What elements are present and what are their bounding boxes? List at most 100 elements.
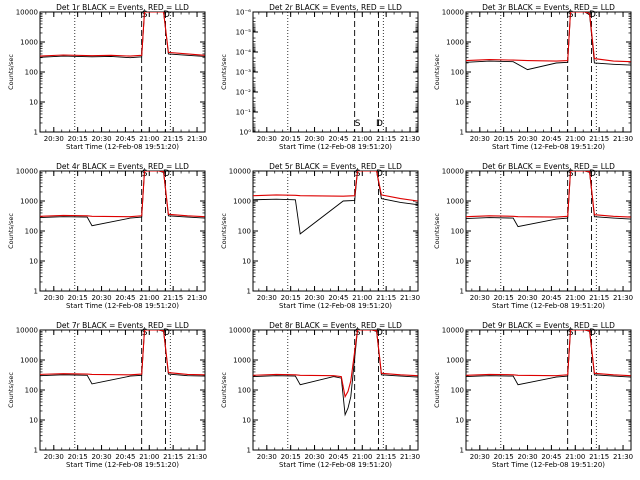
series-line-events	[253, 171, 418, 235]
plot-frame	[39, 11, 206, 133]
x-tick-label: 20:45	[328, 294, 348, 302]
x-tick-label: 21:30	[613, 294, 633, 302]
y-tick-label: 100	[451, 228, 464, 236]
y-axis-label: Counts/sec	[220, 213, 228, 249]
y-tick-label: 10000	[229, 168, 251, 176]
series-line-lld	[40, 12, 205, 57]
y-tick-label: 10	[242, 258, 251, 266]
y-tick-label: 100	[451, 387, 464, 395]
y-tick-label: 100	[25, 228, 38, 236]
series-line-events	[466, 330, 631, 386]
x-tick-label: 20:30	[304, 135, 324, 143]
annotation-d: D	[163, 10, 170, 20]
y-tick-label: 1000	[20, 357, 38, 365]
x-tick-label: 20:15	[494, 294, 514, 302]
series-line-events	[466, 171, 631, 228]
x-tick-label: 20:45	[115, 294, 135, 302]
series-line-events	[253, 330, 418, 417]
y-tick-label: 10⁰	[239, 129, 251, 137]
x-tick-label: 21:15	[163, 453, 183, 461]
annotation-s: S	[355, 119, 361, 129]
y-tick-label: 10000	[16, 9, 38, 17]
series-line-lld	[253, 171, 418, 202]
x-tick-label: 20:45	[541, 294, 561, 302]
x-tick-label: 21:30	[400, 294, 420, 302]
panel-3: Det 3r BLACK = Events, RED = LLD 1 10 100 10…	[433, 3, 633, 151]
annotation-d: D	[589, 328, 596, 338]
x-tick-label: 20:30	[91, 453, 111, 461]
panel-title: Det 6r BLACK = Events, RED = LLD	[482, 162, 615, 171]
x-axis-label: Start Time (12-Feb-08 19:51:20)	[66, 302, 179, 310]
y-tick-label: 1000	[446, 198, 464, 206]
y-tick-label: 10⁻¹	[236, 109, 252, 117]
x-tick-label: 20:30	[257, 294, 277, 302]
series-line-events	[40, 330, 205, 385]
y-axis-label: Counts/sec	[220, 54, 228, 90]
x-tick-label: 21:00	[565, 453, 585, 461]
y-tick-label: 1	[460, 447, 464, 455]
x-tick-label: 20:30	[44, 453, 64, 461]
x-tick-label: 21:15	[376, 294, 396, 302]
x-tick-label: 20:15	[281, 294, 301, 302]
annotation-d: D	[376, 119, 383, 129]
plot-frame	[252, 11, 419, 133]
x-tick-label: 21:00	[565, 135, 585, 143]
y-axis-label: Counts/sec	[7, 54, 15, 90]
series-line-lld	[253, 330, 418, 399]
y-tick-label: 10⁻⁵	[236, 29, 252, 37]
annotation-d: D	[376, 328, 383, 338]
y-tick-label: 10⁻⁶	[236, 9, 252, 17]
x-axis-label: Start Time (12-Feb-08 19:51:20)	[492, 302, 605, 310]
panel-5: Det 5r BLACK = Events, RED = LLD 1 10 100 10…	[220, 162, 420, 310]
series-line-events	[466, 12, 631, 71]
y-tick-label: 10000	[442, 327, 464, 335]
x-tick-label: 20:30	[91, 135, 111, 143]
x-tick-label: 20:45	[115, 453, 135, 461]
x-tick-label: 20:30	[304, 294, 324, 302]
annotation-d: D	[376, 169, 383, 179]
x-tick-label: 21:15	[163, 135, 183, 143]
x-tick-label: 20:30	[304, 453, 324, 461]
panel-9: Det 9r BLACK = Events, RED = LLD 1 10 100 10…	[433, 321, 633, 469]
y-tick-label: 10	[242, 417, 251, 425]
x-tick-label: 20:30	[44, 135, 64, 143]
x-axis-label: Start Time (12-Feb-08 19:51:20)	[279, 143, 392, 151]
x-tick-label: 20:15	[281, 453, 301, 461]
y-axis-label: Counts/sec	[433, 54, 441, 90]
x-tick-label: 21:15	[589, 135, 609, 143]
x-tick-label: 20:30	[470, 135, 490, 143]
x-tick-label: 21:00	[139, 294, 159, 302]
y-tick-label: 10000	[16, 327, 38, 335]
series-line-lld	[466, 330, 631, 377]
y-tick-label: 10	[455, 99, 464, 107]
panel-4: Det 4r BLACK = Events, RED = LLD 1 10 100 10…	[7, 162, 207, 310]
panel-title: Det 1r BLACK = Events, RED = LLD	[56, 3, 189, 12]
y-tick-label: 1000	[20, 39, 38, 47]
y-tick-label: 10	[29, 99, 38, 107]
y-axis-label: Counts/sec	[433, 372, 441, 408]
x-tick-label: 21:00	[352, 453, 372, 461]
plot-frame	[39, 329, 206, 451]
y-tick-label: 100	[25, 69, 38, 77]
y-tick-label: 100	[238, 387, 251, 395]
x-axis-label: Start Time (12-Feb-08 19:51:20)	[279, 461, 392, 469]
annotation-s: S	[355, 169, 361, 179]
x-tick-label: 20:15	[68, 453, 88, 461]
series-line-lld	[466, 171, 631, 218]
x-axis-label: Start Time (12-Feb-08 19:51:20)	[66, 461, 179, 469]
plot-frame	[252, 170, 419, 292]
x-tick-label: 20:15	[281, 135, 301, 143]
y-tick-label: 1	[460, 288, 464, 296]
annotation-d: D	[589, 169, 596, 179]
x-axis-label: Start Time (12-Feb-08 19:51:20)	[492, 461, 605, 469]
y-tick-label: 10⁻³	[236, 69, 252, 77]
y-tick-label: 1000	[446, 39, 464, 47]
x-tick-label: 20:15	[494, 453, 514, 461]
x-tick-label: 20:45	[541, 453, 561, 461]
y-axis-label: Counts/sec	[7, 372, 15, 408]
x-tick-label: 20:45	[328, 135, 348, 143]
y-tick-label: 10000	[442, 168, 464, 176]
series-line-lld	[40, 330, 205, 376]
panel-6: Det 6r BLACK = Events, RED = LLD 1 10 100 10…	[433, 162, 633, 310]
plot-frame	[465, 329, 632, 451]
